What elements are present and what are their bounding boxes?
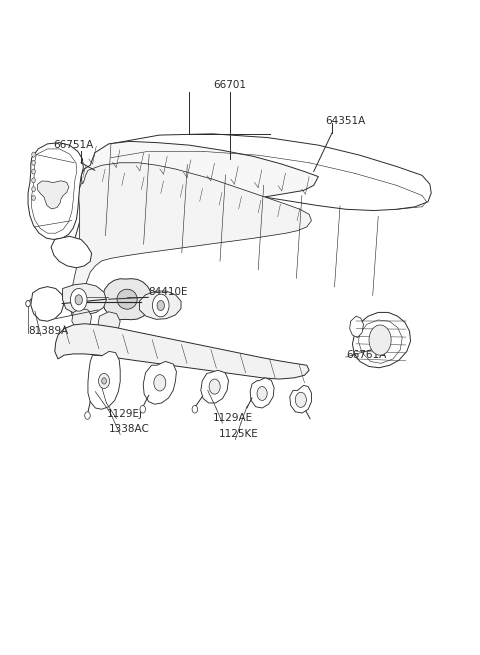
Circle shape xyxy=(295,392,306,407)
Circle shape xyxy=(98,373,109,388)
Circle shape xyxy=(140,405,145,413)
Text: 84410E: 84410E xyxy=(148,288,187,297)
Circle shape xyxy=(102,378,107,384)
Circle shape xyxy=(369,325,391,355)
Polygon shape xyxy=(62,284,107,315)
Text: 1338AC: 1338AC xyxy=(108,424,150,434)
Polygon shape xyxy=(250,378,274,408)
Text: 1129EJ: 1129EJ xyxy=(107,409,143,419)
Circle shape xyxy=(84,412,90,419)
Circle shape xyxy=(153,294,169,317)
Text: 81389A: 81389A xyxy=(28,326,68,335)
Circle shape xyxy=(32,152,36,157)
Polygon shape xyxy=(140,291,181,320)
Polygon shape xyxy=(352,312,410,367)
Circle shape xyxy=(32,178,36,183)
Polygon shape xyxy=(72,309,92,329)
Polygon shape xyxy=(290,385,312,413)
Polygon shape xyxy=(31,287,64,321)
Polygon shape xyxy=(143,362,177,404)
Text: 66751A: 66751A xyxy=(53,140,94,150)
Polygon shape xyxy=(103,278,152,320)
Circle shape xyxy=(257,386,267,400)
Polygon shape xyxy=(37,181,69,209)
Text: 1125KE: 1125KE xyxy=(219,430,259,440)
Circle shape xyxy=(209,379,220,394)
Circle shape xyxy=(154,375,166,391)
Polygon shape xyxy=(117,289,137,309)
Circle shape xyxy=(32,160,36,165)
Circle shape xyxy=(157,301,165,310)
Circle shape xyxy=(75,295,83,305)
Text: 1129AE: 1129AE xyxy=(212,413,252,423)
Text: 64351A: 64351A xyxy=(325,117,365,126)
Circle shape xyxy=(26,301,30,307)
Circle shape xyxy=(192,405,198,413)
Polygon shape xyxy=(98,312,120,333)
Circle shape xyxy=(71,288,87,311)
Text: 66761A: 66761A xyxy=(346,350,386,360)
Circle shape xyxy=(32,169,36,174)
Polygon shape xyxy=(90,134,431,249)
Polygon shape xyxy=(88,351,120,409)
Polygon shape xyxy=(55,324,309,379)
Circle shape xyxy=(32,195,36,200)
Polygon shape xyxy=(72,141,318,266)
Polygon shape xyxy=(28,143,84,240)
Polygon shape xyxy=(201,370,228,403)
Text: 66701: 66701 xyxy=(214,80,246,90)
Circle shape xyxy=(32,187,36,192)
Polygon shape xyxy=(71,162,312,316)
Polygon shape xyxy=(51,236,92,268)
Polygon shape xyxy=(349,316,363,337)
